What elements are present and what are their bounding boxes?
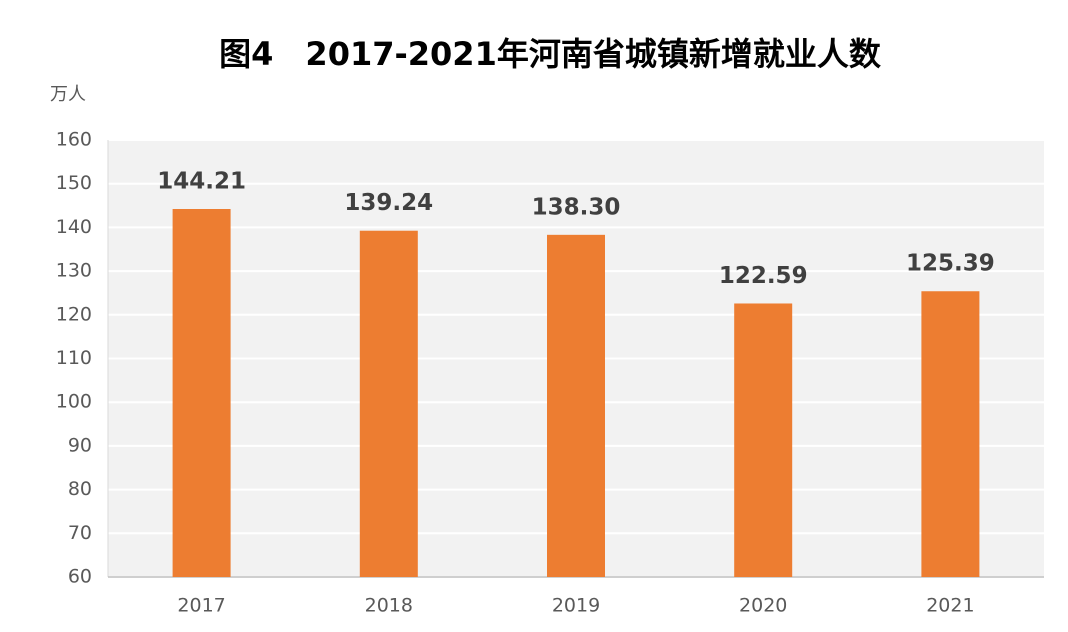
- y-tick-label: 70: [68, 522, 92, 544]
- x-tick-label: 2017: [177, 595, 225, 617]
- bar: [734, 303, 793, 577]
- value-label: 125.39: [906, 251, 995, 277]
- y-tick-label: 110: [56, 347, 92, 369]
- bar: [172, 209, 231, 577]
- y-tick-label: 150: [56, 172, 92, 194]
- x-tick-label: 2021: [926, 595, 974, 617]
- y-tick-label: 80: [68, 478, 92, 500]
- x-tick-label: 2020: [739, 595, 787, 617]
- chart-title: 图4 2017-2021年河南省城镇新增就业人数: [219, 35, 882, 73]
- y-tick-label: 120: [56, 303, 92, 325]
- y-tick-label: 140: [56, 216, 92, 238]
- value-label: 122.59: [719, 263, 808, 289]
- y-tick-label: 60: [68, 566, 92, 588]
- value-label: 138.30: [532, 194, 621, 220]
- x-tick-label: 2018: [365, 595, 413, 617]
- y-tick-label: 160: [56, 129, 92, 151]
- y-tick-label: 100: [56, 391, 92, 413]
- bar: [547, 234, 605, 578]
- x-tick-label: 2019: [552, 595, 600, 617]
- y-tick-label: 130: [56, 260, 92, 282]
- y-axis-label: 万人: [50, 84, 86, 105]
- bar: [359, 230, 418, 578]
- value-label: 144.21: [157, 169, 246, 195]
- y-tick-label: 90: [68, 434, 92, 456]
- bar: [921, 291, 980, 577]
- value-label: 139.24: [344, 190, 433, 216]
